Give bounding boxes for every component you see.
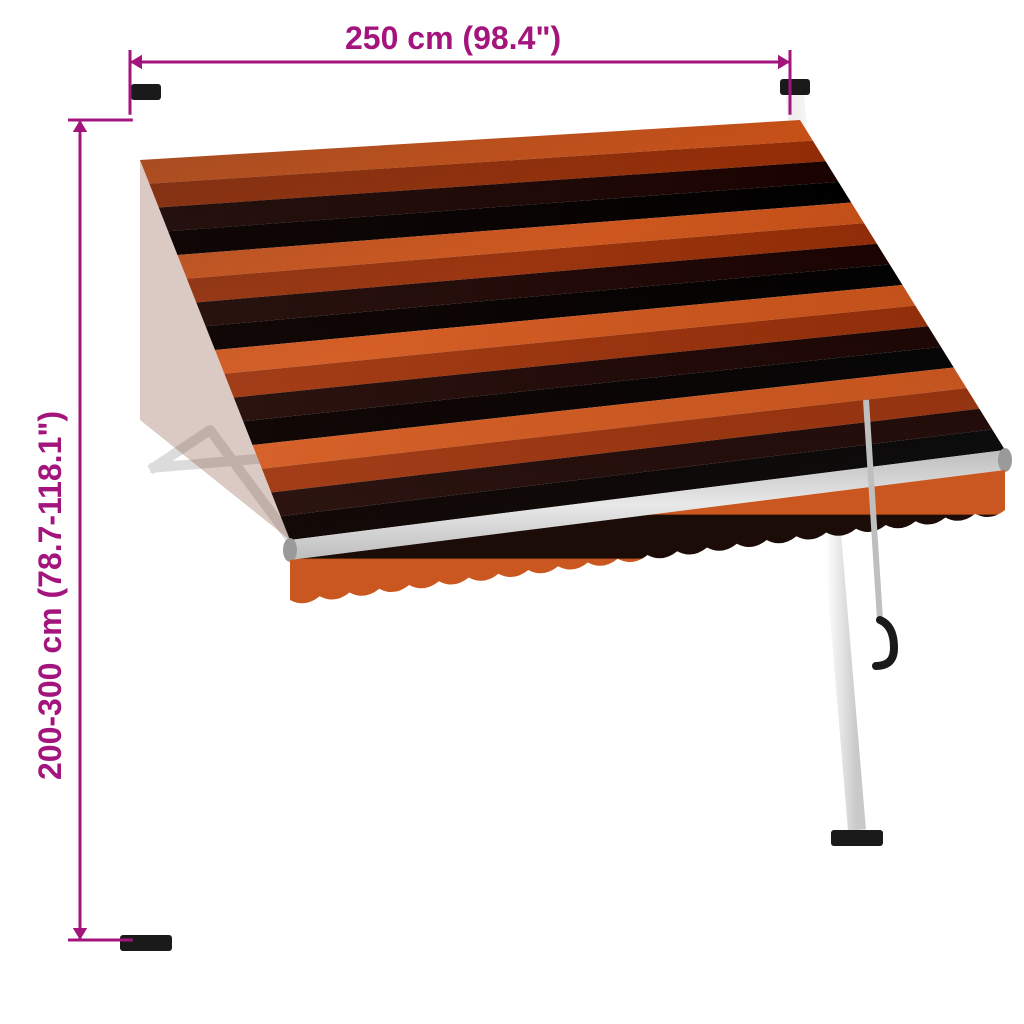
dimension-width-label: 250 cm (98.4")	[345, 20, 561, 57]
support-pole-right-foot	[831, 830, 883, 846]
roller-endcap-left	[283, 538, 297, 562]
support-pole-left-top-cap	[131, 84, 161, 100]
dimension-arrowhead	[73, 120, 87, 132]
awning-figure	[0, 0, 1024, 1024]
dimension-arrowhead	[130, 55, 142, 69]
support-pole-right-top-cap	[780, 79, 810, 95]
crank-handle	[876, 620, 894, 666]
dimension-arrowhead	[73, 928, 87, 940]
dimension-arrowhead	[778, 55, 790, 69]
diagram-stage: 250 cm (98.4") 200-300 cm (78.7-118.1")	[0, 0, 1024, 1024]
support-pole-left-foot	[120, 935, 172, 951]
dimension-height-label: 200-300 cm (78.7-118.1")	[32, 411, 69, 780]
roller-endcap-right	[998, 448, 1012, 472]
